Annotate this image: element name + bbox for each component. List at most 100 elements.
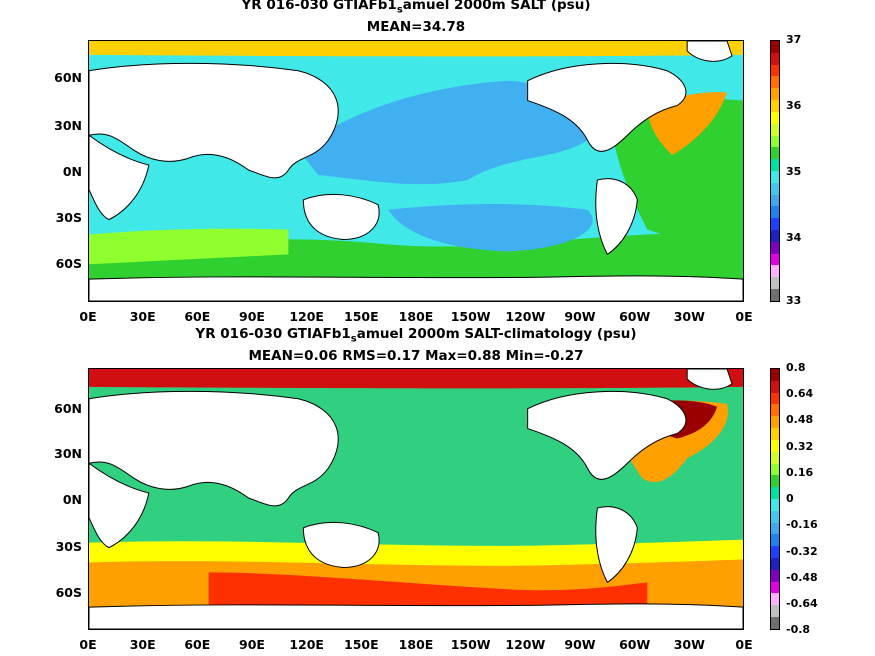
panel2-lon-label: 0E bbox=[79, 637, 97, 652]
panel2-lon-label: 30W bbox=[673, 637, 705, 652]
antarctica-2 bbox=[89, 603, 743, 629]
panel2-title-text-2: amuel 2000m SALT-climatology (psu) bbox=[356, 326, 637, 342]
colorbar-swatch bbox=[771, 88, 779, 101]
eurasia-2 bbox=[89, 390, 339, 507]
colorbar-swatch bbox=[771, 416, 779, 429]
arctic-band-2 bbox=[89, 369, 743, 389]
colorbar-swatch bbox=[771, 147, 779, 160]
panel2-lon-label: 0E bbox=[735, 637, 753, 652]
africa bbox=[89, 134, 150, 221]
colorbar-swatch bbox=[771, 289, 779, 301]
antarctica bbox=[89, 275, 743, 301]
southern-indian-band bbox=[89, 228, 289, 265]
panel1-map bbox=[88, 40, 744, 302]
colorbar-swatch bbox=[771, 218, 779, 230]
panel2-title-subscript: s bbox=[350, 333, 357, 345]
panel1-stats: MEAN=34.78 bbox=[366, 19, 466, 35]
landmasses-2 bbox=[89, 369, 743, 629]
panel2-map bbox=[88, 368, 744, 630]
colorbar-swatch bbox=[771, 534, 779, 547]
colorbar-swatch bbox=[771, 253, 779, 266]
colorbar-swatch bbox=[771, 111, 779, 124]
colorbar-swatch bbox=[771, 581, 779, 594]
colorbar-swatch bbox=[771, 428, 779, 440]
north-america-2 bbox=[527, 390, 687, 480]
colorbar-swatch bbox=[771, 522, 779, 535]
greenland bbox=[686, 41, 733, 62]
panel1-lon-label: 0E bbox=[79, 309, 97, 324]
panel2-lon-label: 120W bbox=[505, 637, 546, 652]
panel2-lat-60n: 60N bbox=[54, 401, 82, 416]
colorbar-swatch bbox=[771, 265, 779, 278]
panel2-lon-label: 150E bbox=[344, 637, 379, 652]
panel2-lon-label: 120E bbox=[289, 637, 324, 652]
panel1-lon-label: 0E bbox=[735, 309, 753, 324]
atlantic-band bbox=[607, 98, 743, 250]
panel2-cbar-3: 0.32 bbox=[786, 440, 814, 453]
panel2-cbar-1: 0.64 bbox=[786, 387, 814, 400]
colorbar-swatch bbox=[771, 593, 779, 606]
panel1-cbar-37: 37 bbox=[786, 33, 802, 46]
panel2-cbar-7: -0.32 bbox=[786, 545, 818, 558]
south-pacific-core bbox=[388, 203, 593, 252]
panel2-colorbar bbox=[770, 368, 780, 630]
colorbar-swatch bbox=[771, 605, 779, 618]
colorbar-swatch bbox=[771, 159, 779, 171]
eurasia bbox=[89, 62, 339, 179]
panel2-cbar-4: 0.16 bbox=[786, 466, 814, 479]
colorbar-swatch bbox=[771, 475, 779, 488]
panel2-lon-label: 180E bbox=[398, 637, 434, 652]
colorbar-swatch bbox=[771, 392, 779, 405]
colorbar-swatch bbox=[771, 170, 779, 183]
colorbar-swatch bbox=[771, 487, 779, 499]
colorbar-swatch bbox=[771, 230, 779, 242]
north-america bbox=[527, 62, 687, 152]
panel1-title-text-2: amuel 2000m SALT (psu) bbox=[402, 0, 591, 13]
colorbar-swatch bbox=[771, 123, 779, 136]
panel2-lon-label: 150W bbox=[450, 637, 491, 652]
panel1-lon-label: 60W bbox=[619, 309, 651, 324]
panel2-cbar-2: 0.48 bbox=[786, 413, 814, 426]
panel2-cbar-9: -0.64 bbox=[786, 597, 818, 610]
panel2-title: YR 016-030 GTIAFb1samuel 2000m SALT-clim… bbox=[88, 326, 744, 345]
colorbar-swatch bbox=[771, 404, 779, 417]
panel1-lon-label: 150W bbox=[450, 309, 491, 324]
australia bbox=[302, 193, 380, 240]
colorbar-swatch bbox=[771, 194, 779, 207]
panel2-stats: MEAN=0.06 RMS=0.17 Max=0.88 Min=-0.27 bbox=[248, 348, 584, 364]
colorbar-swatch bbox=[771, 558, 779, 570]
colorbar-swatch bbox=[771, 380, 779, 393]
panel2-map-svg bbox=[89, 369, 743, 629]
panel2-lat-60s: 60S bbox=[55, 585, 82, 600]
colorbar-swatch bbox=[771, 451, 779, 464]
australia-2 bbox=[302, 521, 380, 568]
colorbar-swatch bbox=[771, 241, 779, 254]
panel1-colorbar bbox=[770, 40, 780, 302]
panel1-cbar-35: 35 bbox=[786, 165, 802, 178]
colorbar-swatch bbox=[771, 135, 779, 148]
panel1-lat-60n: 60N bbox=[54, 70, 82, 85]
panel1-lon-label: 120W bbox=[505, 309, 546, 324]
panel1-lon-label: 90W bbox=[564, 309, 596, 324]
landmasses bbox=[89, 41, 743, 301]
colorbar-swatch bbox=[771, 510, 779, 523]
panel1-cbar-36: 36 bbox=[786, 99, 802, 112]
panel1-lon-label: 150E bbox=[344, 309, 379, 324]
panel1-title-text: YR 016-030 GTIAFb1 bbox=[241, 0, 397, 13]
panel1-title: YR 016-030 GTIAFb1samuel 2000m SALT (psu… bbox=[88, 0, 744, 16]
colorbar-swatch bbox=[771, 100, 779, 112]
panel2-lon-label: 30E bbox=[129, 637, 156, 652]
colorbar-swatch bbox=[771, 52, 779, 65]
panel1-map-svg bbox=[89, 41, 743, 301]
colorbar-swatch bbox=[771, 277, 779, 290]
colorbar-swatch bbox=[771, 569, 779, 582]
colorbar-swatch bbox=[771, 439, 779, 452]
colorbar-swatch bbox=[771, 546, 779, 558]
panel1-lon-label: 120E bbox=[289, 309, 324, 324]
colorbar-swatch bbox=[771, 206, 779, 219]
colorbar-swatch bbox=[771, 76, 779, 89]
panel2-lon-label: 90E bbox=[239, 637, 265, 652]
panel2-title-text: YR 016-030 GTIAFb1 bbox=[195, 326, 351, 342]
panel2-cbar-6: -0.16 bbox=[786, 518, 818, 531]
panel2-lat-30n: 30N bbox=[54, 446, 82, 461]
